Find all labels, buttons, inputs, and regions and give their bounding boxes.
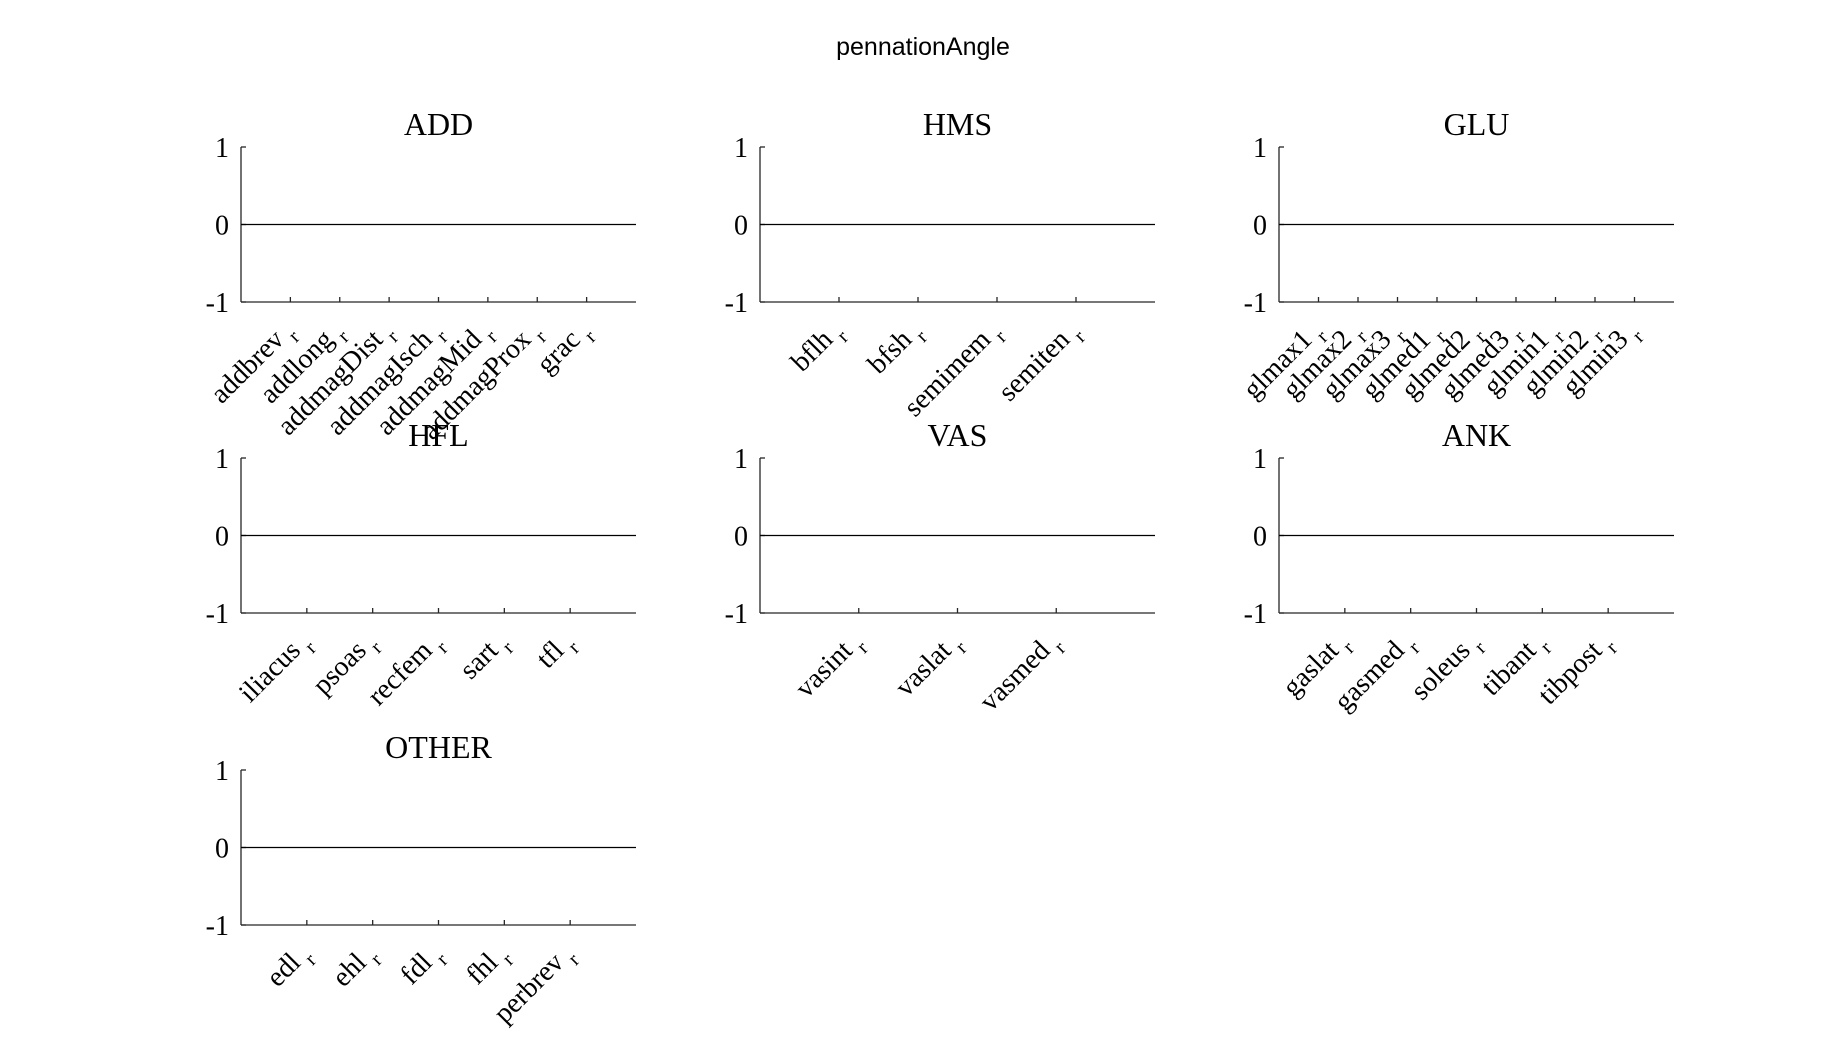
x-tick-label-add: gracr (531, 315, 601, 385)
y-tick-label-glu: 1 (1253, 133, 1267, 164)
subplot-title-hfl: HFL (408, 417, 468, 453)
x-tick-label-other: edlr (261, 938, 321, 998)
subplot-vas: VAS 1 0 -1 vasintr vaslatr vasmedr (725, 417, 1155, 723)
figure-title: pennationAngle (836, 33, 1010, 61)
y-tick-label-add: 0 (215, 211, 229, 242)
x-tick-label-hfl: sartr (454, 626, 519, 691)
x-tick-label-other: ehlr (327, 938, 387, 998)
y-tick-label-hfl: 0 (215, 522, 229, 553)
subplot-title-other: OTHER (385, 729, 492, 765)
x-tick-label-hms: bflhr (785, 315, 853, 383)
subplot-title-vas: VAS (928, 417, 988, 453)
subplot-title-ank: ANK (1442, 417, 1511, 453)
y-tick-label-vas: 1 (734, 444, 748, 475)
y-tick-label-other: 0 (215, 834, 229, 865)
subplot-grid: ADD10-1addbrevraddlongraddmagDistraddmag… (205, 106, 1674, 1029)
x-tick-label-vas: vasmedr (974, 626, 1071, 723)
x-tick-label-hms: semitenr (992, 315, 1090, 413)
y-tick-label-hms: 1 (734, 133, 748, 164)
x-tick-label-vas: vaslatr (889, 626, 971, 708)
y-tick-label-vas: -1 (725, 599, 748, 630)
y-tick-label-hfl: 1 (215, 444, 229, 475)
x-tick-label-other: fdlr (395, 938, 453, 996)
subplot-title-add: ADD (404, 106, 473, 142)
x-tick-label-vas: vasintr (790, 626, 873, 709)
x-tick-label-ank: soleusr (1405, 626, 1491, 712)
y-tick-label-other: -1 (206, 911, 229, 942)
subplot-add: ADD10-1addbrevraddlongraddmagDistraddmag… (205, 106, 636, 446)
y-tick-label-add: -1 (206, 288, 229, 319)
y-tick-label-glu: 0 (1253, 211, 1267, 242)
y-tick-label-glu: -1 (1244, 288, 1267, 319)
x-tick-label-hfl: recfemr (362, 626, 453, 717)
subplot-title-hms: HMS (923, 106, 992, 142)
y-tick-label-ank: 1 (1253, 444, 1267, 475)
y-tick-label-hms: 0 (734, 211, 748, 242)
y-tick-label-hfl: -1 (206, 599, 229, 630)
y-tick-label-other: 1 (215, 756, 229, 787)
subplot-ank: ANK10-1gaslatrgasmedrsoleusrtibantrtibpo… (1244, 417, 1674, 717)
subplot-title-glu: GLU (1444, 106, 1510, 142)
y-tick-label-ank: 0 (1253, 522, 1267, 553)
y-tick-label-hms: -1 (725, 288, 748, 319)
y-tick-label-ank: -1 (1244, 599, 1267, 630)
x-tick-label-hfl: iliacusr (233, 626, 321, 714)
subplot-glu: GLU10-1glmax1rglmax2rglmax3rglmed1rglmed… (1237, 106, 1674, 405)
y-tick-label-vas: 0 (734, 522, 748, 553)
x-tick-label-hms: bfshr (862, 315, 932, 385)
x-tick-label-hfl: tflr (531, 626, 585, 680)
y-tick-label-add: 1 (215, 133, 229, 164)
x-tick-label-ank: tibpostr (1532, 626, 1622, 716)
